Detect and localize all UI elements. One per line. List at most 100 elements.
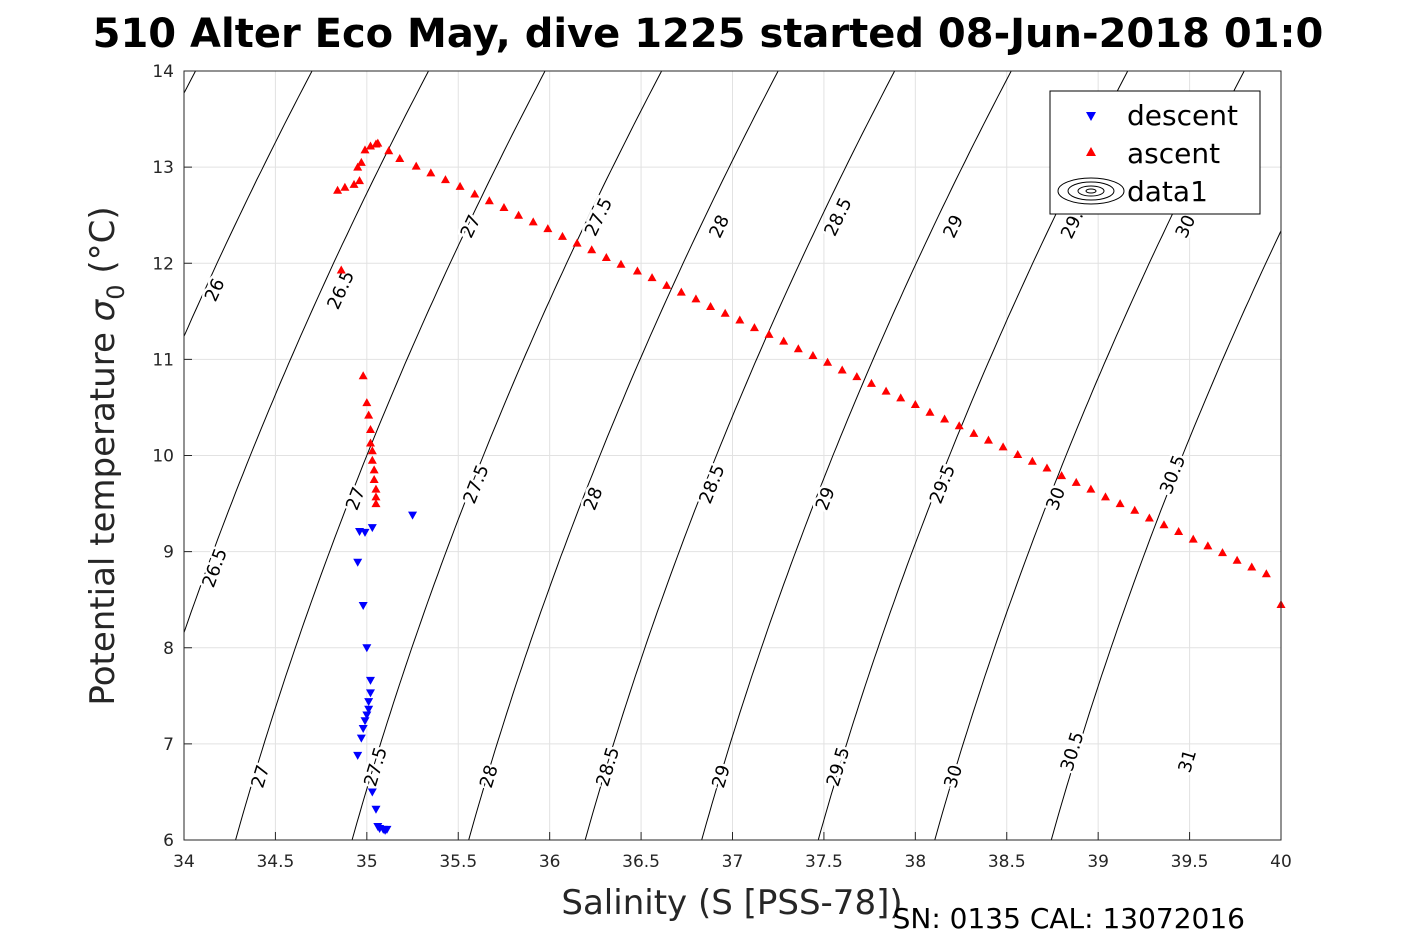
x-tick-label: 40: [1270, 852, 1292, 872]
isopycnal-line: [1050, 229, 1281, 840]
descent-point: [364, 705, 374, 714]
descent-point: [364, 698, 374, 707]
legend-descent-label: descent: [1127, 99, 1238, 132]
y-tick-label: 8: [163, 639, 174, 659]
ascent-point: [1174, 526, 1184, 535]
ascent-point: [764, 329, 774, 338]
ascent-point: [440, 175, 450, 184]
legend-ascent-marker: [1086, 147, 1096, 156]
ascent-point: [426, 168, 436, 177]
legend-contour-icon: [1057, 177, 1125, 205]
x-tick-label: 36: [539, 852, 561, 872]
legend-box: [1049, 90, 1261, 215]
ascent-point: [369, 475, 379, 484]
isopycnal-line: [701, 71, 1012, 840]
ascent-point: [514, 210, 524, 219]
ascent-point: [349, 179, 359, 188]
ascent-point: [1013, 450, 1023, 459]
ascent-point: [455, 181, 465, 190]
ascent-point: [365, 438, 375, 447]
y-tick-label: 12: [152, 254, 174, 274]
descent-point: [367, 524, 377, 533]
ascent-point: [720, 308, 730, 317]
ascent-point: [557, 231, 567, 240]
ascent-point: [749, 323, 759, 332]
ascent-point: [365, 425, 375, 434]
ascent-point: [1042, 463, 1052, 472]
ascent-point: [395, 153, 405, 162]
descent-point: [367, 788, 377, 797]
ascent-point: [1057, 471, 1067, 480]
descent-point: [408, 511, 418, 520]
ascent-point: [1115, 499, 1125, 508]
ascent-point: [910, 400, 920, 409]
descent-point: [380, 826, 390, 835]
y-axis-label: Potential temperature σ0 (°C): [83, 206, 130, 705]
ascent-point: [676, 287, 686, 296]
y-tick-label: 9: [163, 543, 174, 563]
axis-ticks: 34 34.5 35 35.5 36 36.5 37 37.5 38 38.5 39 39.5 40 6 7…: [152, 62, 1291, 872]
ascent-point: [662, 280, 672, 289]
ascent-point: [528, 217, 538, 226]
ascent-point: [358, 371, 368, 380]
ascent-point: [411, 161, 421, 170]
x-tick-label: 39.5: [1171, 852, 1209, 872]
ascent-point: [925, 407, 935, 416]
y-tick-label: 10: [152, 447, 174, 467]
ascent-point: [1086, 484, 1096, 493]
ascent-point: [360, 145, 370, 154]
y-tick-label: 13: [152, 158, 174, 178]
ascent-point: [364, 410, 374, 419]
ascent-point: [616, 259, 626, 268]
x-axis-label: Salinity (S [PSS-78]): [561, 883, 902, 923]
x-tick-label: 34.5: [256, 852, 294, 872]
ascent-point: [1144, 513, 1154, 522]
ascent-point: [333, 185, 343, 194]
y-axis-label-unit: (°C): [83, 206, 123, 284]
ascent-point: [691, 294, 701, 303]
isopycnal-line: [468, 71, 779, 840]
contour-label: 27: [247, 763, 274, 791]
ascent-point: [1027, 456, 1037, 465]
x-tick-label: 37: [722, 852, 744, 872]
ascent-point: [837, 365, 847, 374]
ascent-point: [983, 435, 993, 444]
y-tick-label: 14: [152, 62, 174, 82]
legend-ascent-label: ascent: [1127, 137, 1220, 170]
ascent-point: [881, 386, 891, 395]
ascent-point: [823, 357, 833, 366]
ascent-point: [706, 302, 716, 311]
ascent-point: [369, 465, 379, 474]
ascent-point: [1247, 562, 1257, 571]
ascent-point: [1232, 555, 1242, 564]
ascent-point: [954, 421, 964, 430]
legend-descent-marker: [1086, 112, 1096, 121]
ascent-point: [1071, 477, 1081, 486]
ascent-point: [1100, 492, 1110, 501]
ascent-point: [852, 372, 862, 381]
descent-point: [362, 711, 372, 720]
ascent-point: [601, 252, 611, 261]
ascent-point: [1217, 548, 1227, 557]
x-tick-label: 36.5: [622, 852, 660, 872]
ascent-point: [371, 499, 381, 508]
descent-point: [360, 717, 370, 726]
descent-point: [362, 644, 372, 653]
ascent-point: [355, 176, 365, 185]
ascent-point: [572, 238, 582, 247]
descent-point: [358, 601, 368, 610]
ascent-point: [362, 398, 372, 407]
ascent-point: [896, 393, 906, 402]
y-tick-label: 11: [152, 350, 174, 370]
descent-point: [353, 558, 363, 567]
ascent-point: [647, 273, 657, 282]
ascent-point: [1130, 505, 1140, 514]
descent-point: [365, 689, 375, 698]
ascent-point: [998, 442, 1008, 451]
isopycnal-line: [184, 71, 430, 635]
descent-point: [371, 805, 381, 814]
descent-point: [356, 734, 366, 743]
legend: descent ascent data1: [1049, 90, 1261, 215]
isopycnal-line: [184, 71, 313, 338]
